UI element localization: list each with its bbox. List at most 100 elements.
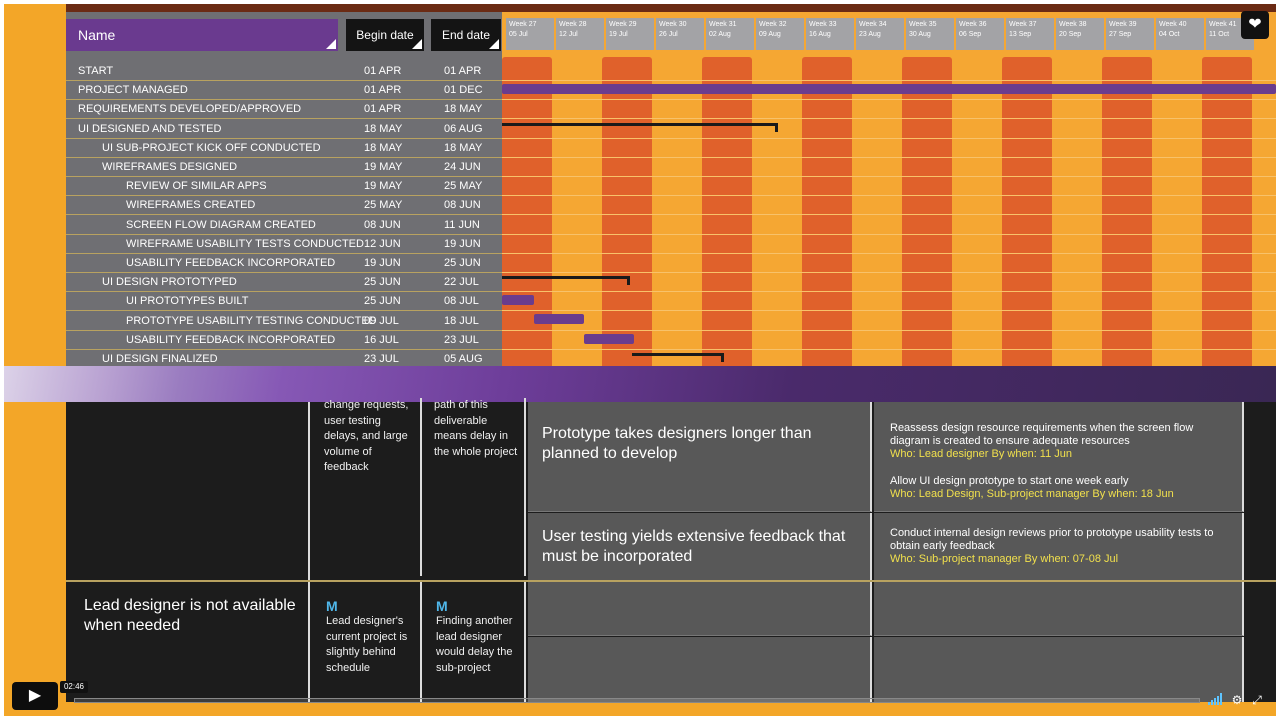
week-date: 20 Sep — [1059, 31, 1082, 38]
ui-design-prototyped-summary-bar — [502, 276, 630, 285]
task-name: START — [78, 65, 114, 77]
week-header: Week 38 20 Sep — [1056, 18, 1104, 50]
task-begin-date: 25 Jun — [364, 276, 401, 289]
risk-b-text: User testing yields extensive feedback t… — [542, 528, 846, 565]
row-divider — [66, 580, 1276, 582]
progress-bar[interactable] — [74, 698, 1200, 703]
week-number: Week 27 — [509, 21, 537, 28]
sort-corner-icon — [326, 39, 336, 49]
like-button[interactable]: ❤ — [1241, 11, 1269, 39]
time-indicator: 02:46 — [60, 681, 88, 693]
gear-icon: ⚙ — [1231, 693, 1243, 707]
task-row[interactable]: REQUIREMENTS DEVELOPED/APPROVED 01 Apr 18 … — [66, 100, 502, 120]
task-begin-date: 25 Jun — [364, 295, 401, 308]
task-row[interactable]: WIREFRAMES CREATED 25 May 08 Jun — [66, 196, 502, 216]
ui-designed-summary-bar — [502, 123, 778, 132]
week-number: Week 34 — [859, 21, 887, 28]
week-header: Week 29 19 Jul — [606, 18, 654, 50]
week-number: Week 36 — [959, 21, 987, 28]
prototype-usability-testing-bar — [534, 314, 584, 324]
risk-table: change requests, user testing delays, an… — [66, 398, 1276, 702]
task-row[interactable]: USABILITY FEEDBACK INCORPORATED 19 Jun 25 … — [66, 254, 502, 273]
task-begin-date: 01 Apr — [364, 103, 402, 116]
task-row[interactable]: WIREFRAME USABILITY TESTS CONDUCTED 12 Ju… — [66, 235, 502, 254]
volume-icon — [1208, 693, 1222, 705]
timeline-row-line — [502, 310, 1276, 312]
settings-button[interactable]: ⚙ — [1230, 693, 1244, 707]
task-end-date: 01 Dec — [444, 84, 483, 97]
task-begin-date: 19 Jun — [364, 257, 401, 269]
week-date: 09 Aug — [759, 31, 781, 38]
timeline-row-line — [502, 195, 1276, 197]
heart-icon: ❤ — [1248, 16, 1262, 33]
empty-mitigation-cell — [874, 637, 1244, 702]
video-frame[interactable]: Name Begin date End date START 01 Apr 01 A… — [4, 4, 1276, 716]
task-end-date: 25 Jun — [444, 257, 481, 269]
task-row[interactable]: REVIEW OF SIMILAR APPS 19 May 25 May — [66, 177, 502, 197]
risk-b-cell: User testing yields extensive feedback t… — [528, 513, 872, 580]
week-header: Week 40 04 Oct — [1156, 18, 1204, 50]
week-header: Week 28 12 Jul — [556, 18, 604, 50]
schedule-lead-designer-cell: M Finding another lead designer would de… — [424, 582, 526, 702]
timeline-row-line — [502, 156, 1276, 158]
week-date: 06 Sep — [959, 31, 982, 38]
slide-transition-band — [4, 366, 1276, 402]
mitigation-b-cell: Conduct internal design reviews prior to… — [874, 513, 1244, 580]
task-row[interactable]: USABILITY FEEDBACK INCORPORATED 16 Jul 23 … — [66, 331, 502, 350]
week-date: 26 Jul — [659, 31, 678, 38]
play-icon: ▶ — [28, 687, 42, 704]
who-a2-text: Who: Lead Design, Sub-project manager By… — [890, 488, 1174, 500]
task-name: WIREFRAMES CREATED — [126, 199, 256, 212]
project-managed-bar — [502, 84, 1276, 94]
task-name: UI DESIGN FINALIZED — [102, 353, 218, 365]
task-end-date: 23 Jul — [444, 333, 479, 346]
week-date: 27 Sep — [1109, 31, 1132, 38]
task-end-date: 24 Jun — [444, 161, 481, 173]
task-end-date: 11 Jun — [444, 218, 480, 231]
risk-a-cell: Prototype takes designers longer than pl… — [528, 402, 872, 512]
week-date: 13 Sep — [1009, 31, 1032, 38]
task-begin-date: 01 Apr — [364, 84, 402, 97]
week-number: Week 37 — [1009, 21, 1037, 28]
task-row[interactable]: START 01 Apr 01 Apr — [66, 62, 502, 81]
volume-button[interactable] — [1208, 693, 1222, 707]
task-row[interactable]: UI SUB-PROJECT KICK OFF CONDUCTED 18 May 1… — [66, 139, 502, 158]
mitigation-a-cell: Reassess design resource requirements wh… — [874, 402, 1244, 512]
week-stripe — [1102, 57, 1152, 368]
task-row[interactable]: UI PROTOTYPES BUILT 25 Jun 08 Jul — [66, 292, 502, 312]
task-row[interactable]: WIREFRAMES DESIGNED 19 May 24 Jun — [66, 158, 502, 177]
task-row[interactable]: PROTOTYPE USABILITY TESTING CONDUCTED 09 … — [66, 312, 502, 331]
task-end-date: 06 Aug — [444, 122, 483, 135]
task-begin-date: 01 Apr — [364, 65, 402, 77]
empty-mitigation-cell — [874, 582, 1244, 636]
task-end-date: 25 May — [444, 180, 483, 193]
task-row[interactable]: SCREEN FLOW DIAGRAM CREATED 08 Jun 11 Jun — [66, 216, 502, 235]
fullscreen-button[interactable]: ⤢ — [1250, 693, 1264, 707]
task-begin-date: 09 Jul — [364, 314, 399, 327]
week-stripe — [602, 57, 652, 368]
task-name: WIREFRAME USABILITY TESTS CONDUCTED — [126, 237, 364, 250]
who-a1-text: Who: Lead designer By when: 11 Jun — [890, 448, 1073, 460]
task-end-date: 19 Jun — [444, 237, 481, 250]
play-button[interactable]: ▶ — [12, 682, 58, 710]
task-name: USABILITY FEEDBACK INCORPORATED — [126, 257, 336, 269]
timeline-row-line — [502, 291, 1276, 293]
task-row[interactable]: UI DESIGN PROTOTYPED 25 Jun 22 Jul — [66, 273, 502, 293]
week-header: Week 39 27 Sep — [1106, 18, 1154, 50]
schedule-text: path of this deliverable means delay in … — [434, 399, 518, 458]
task-name: SCREEN FLOW DIAGRAM CREATED — [126, 218, 316, 231]
task-end-date: 18 May — [444, 103, 483, 116]
task-row[interactable]: PROJECT MANAGED 01 Apr 01 Dec — [66, 81, 502, 101]
timeline-row-line — [502, 348, 1276, 350]
gantt-timeline: Week 27 05 Jul Week 28 12 Jul Week 29 19 Jul W… — [502, 12, 1276, 368]
schedule-level-badge: M — [436, 598, 448, 614]
usability-feedback-incorporated-bar — [584, 334, 634, 344]
timeline-row-line — [502, 214, 1276, 216]
timeline-row-line — [502, 233, 1276, 235]
timeline-row-line — [502, 99, 1276, 101]
week-stripe — [1002, 57, 1052, 368]
week-number: Week 39 — [1109, 21, 1137, 28]
who-b-text: Who: Sub-project manager By when: 07-08 … — [890, 553, 1119, 565]
task-row[interactable]: UI DESIGNED AND TESTED 18 May 06 Aug — [66, 120, 502, 139]
timeline-row-line — [502, 329, 1276, 331]
